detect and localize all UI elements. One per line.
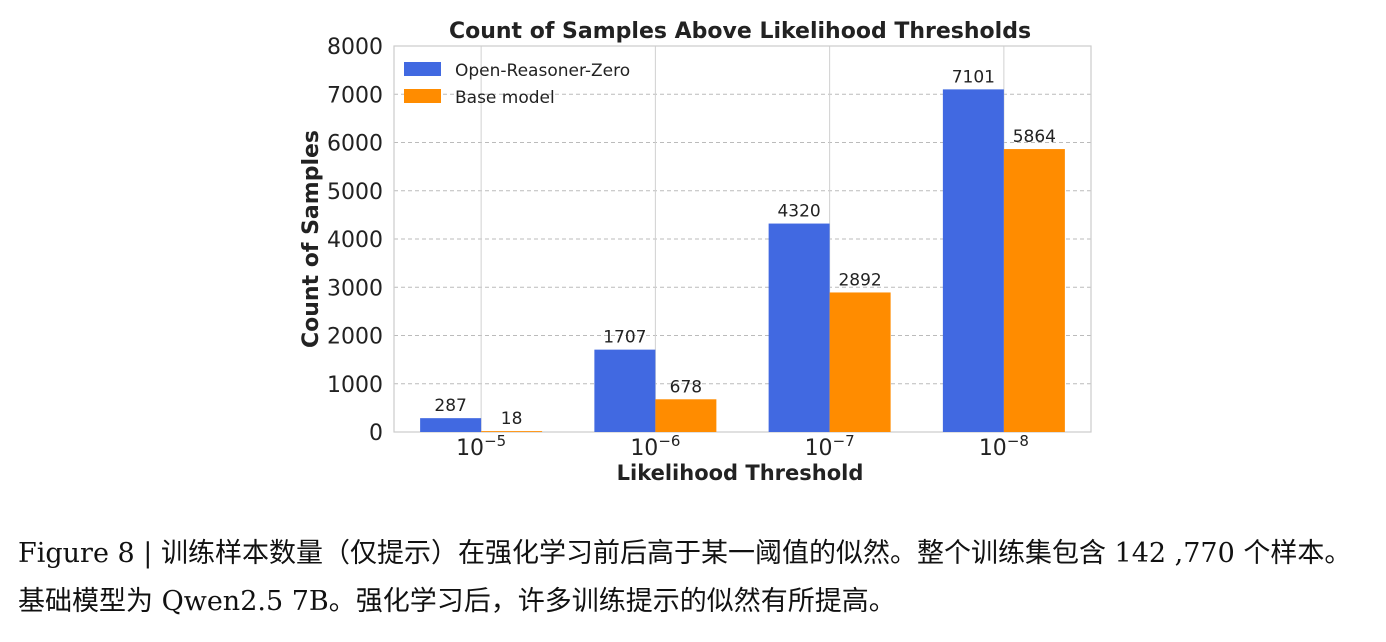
bar-base-model bbox=[829, 292, 891, 432]
chart-title: Count of Samples Above Likelihood Thresh… bbox=[449, 19, 1031, 44]
bars bbox=[420, 89, 1065, 433]
caption-label: Figure 8 | bbox=[18, 538, 161, 569]
x-tick-exponent: −7 bbox=[833, 432, 855, 450]
legend-label-open-reasoner-zero: Open-Reasoner-Zero bbox=[455, 61, 630, 81]
legend-label-base-model: Base model bbox=[455, 88, 555, 108]
bar-value-label: 5864 bbox=[1013, 127, 1056, 147]
y-tick-label: 4000 bbox=[327, 228, 383, 253]
figure: Count of Samples Above Likelihood Thresh… bbox=[299, 19, 1092, 485]
figure-caption: Figure 8 | 训练样本数量（仅提示）在强化学习前后高于某一阈值的似然。整… bbox=[18, 530, 1378, 626]
legend: Open-Reasoner-Zero Base model bbox=[404, 61, 630, 108]
data-labels: 287 1707 4320 7101 18 678 2892 5864 bbox=[434, 67, 1056, 429]
bar-value-label: 7101 bbox=[952, 67, 995, 87]
bar-open-reasoner-zero bbox=[768, 223, 830, 432]
y-axis-ticks: 0 1000 2000 3000 4000 5000 6000 7000 8000 bbox=[327, 35, 383, 446]
bar-value-label: 18 bbox=[501, 409, 523, 429]
x-tick-base: 10 bbox=[979, 436, 1007, 461]
x-tick-exponent: −5 bbox=[484, 432, 506, 450]
bar-base-model bbox=[481, 431, 543, 432]
x-axis-ticks: 10−5 10−6 10−7 10−8 bbox=[456, 432, 1029, 461]
x-tick-base: 10 bbox=[630, 436, 658, 461]
bar-open-reasoner-zero bbox=[942, 89, 1004, 433]
bar-open-reasoner-zero bbox=[420, 418, 482, 432]
bar-base-model bbox=[1003, 149, 1065, 432]
x-tick-label: 10−8 bbox=[979, 432, 1029, 461]
bar-value-label: 287 bbox=[434, 396, 466, 416]
y-tick-label: 1000 bbox=[327, 373, 383, 398]
y-tick-label: 5000 bbox=[327, 180, 383, 205]
y-axis-label: Count of Samples bbox=[299, 130, 324, 348]
bar-value-label: 678 bbox=[670, 377, 702, 397]
legend-swatch-open-reasoner-zero bbox=[404, 62, 441, 76]
bar-open-reasoner-zero bbox=[594, 349, 656, 432]
x-tick-exponent: −6 bbox=[658, 432, 680, 450]
x-tick-exponent: −8 bbox=[1007, 432, 1029, 450]
x-axis-label: Likelihood Threshold bbox=[617, 461, 864, 485]
y-tick-label: 2000 bbox=[327, 325, 383, 350]
plot-frame bbox=[393, 45, 1092, 433]
y-tick-label: 6000 bbox=[327, 132, 383, 157]
bar-base-model bbox=[655, 399, 717, 432]
bar-chart: Count of Samples Above Likelihood Thresh… bbox=[299, 19, 1092, 485]
bar-value-label: 2892 bbox=[838, 270, 881, 290]
y-tick-label: 0 bbox=[369, 421, 383, 446]
y-tick-label: 3000 bbox=[327, 276, 383, 301]
bar-value-label: 1707 bbox=[603, 328, 646, 348]
legend-swatch-base-model bbox=[404, 89, 441, 103]
x-tick-label: 10−6 bbox=[630, 432, 680, 461]
x-tick-base: 10 bbox=[456, 436, 484, 461]
caption-text: 训练样本数量（仅提示）在强化学习前后高于某一阈值的似然。整个训练集包含 142 … bbox=[18, 538, 1352, 617]
bar-value-label: 4320 bbox=[777, 202, 820, 222]
y-tick-label: 7000 bbox=[327, 83, 383, 108]
y-tick-label: 8000 bbox=[327, 35, 383, 60]
x-tick-label: 10−5 bbox=[456, 432, 506, 461]
x-tick-label: 10−7 bbox=[805, 432, 855, 461]
x-tick-base: 10 bbox=[805, 436, 833, 461]
